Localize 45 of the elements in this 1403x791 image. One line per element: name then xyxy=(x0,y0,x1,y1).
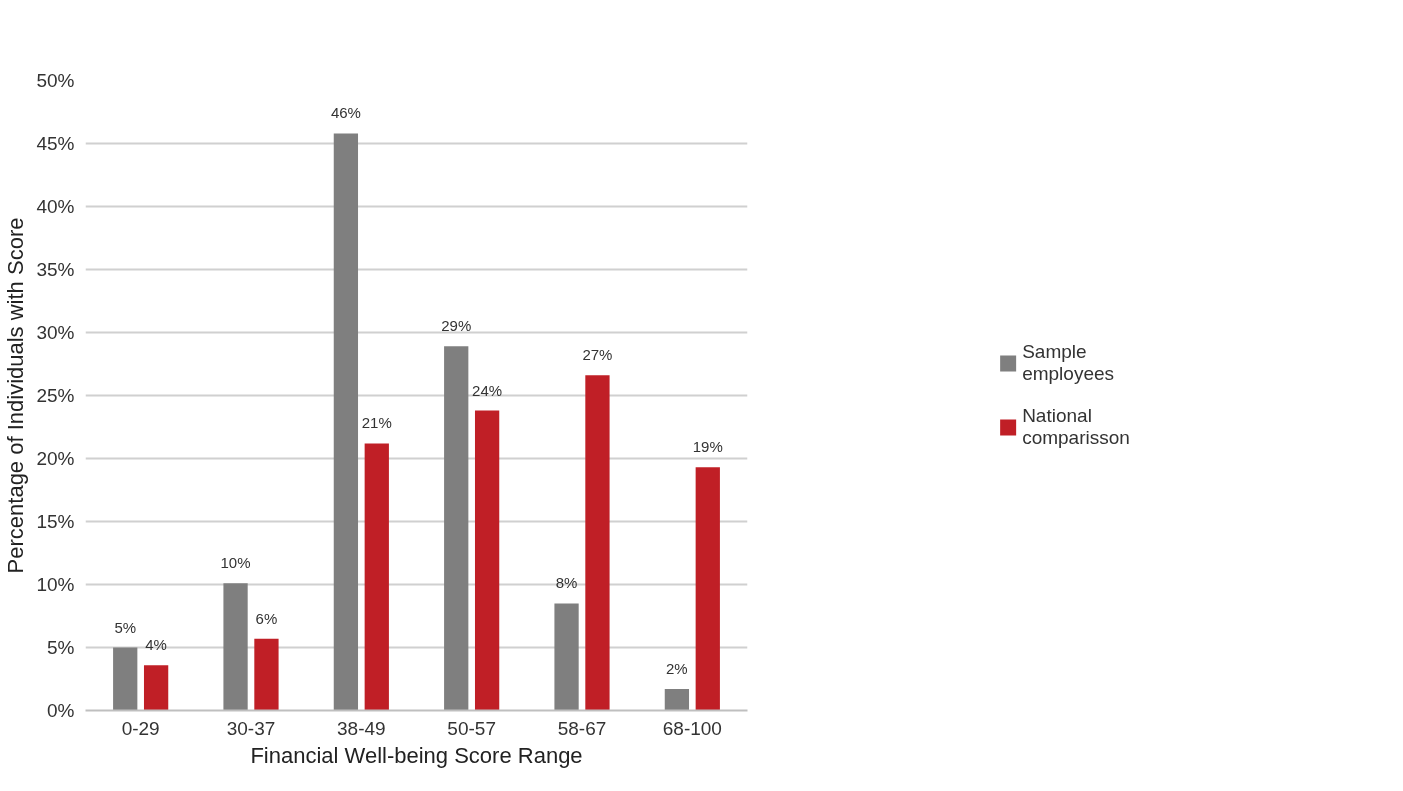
data-label: 29% xyxy=(441,317,472,335)
bar xyxy=(474,410,500,711)
data-label: 46% xyxy=(330,104,361,122)
bar xyxy=(333,133,359,711)
data-label: 19% xyxy=(692,438,723,456)
data-label: 24% xyxy=(472,381,503,399)
y-tick-label: 45% xyxy=(36,133,75,154)
legend-label: National comparisson xyxy=(1022,405,1130,449)
data-label: 10% xyxy=(220,554,251,572)
data-label: 2% xyxy=(666,660,688,678)
y-tick-label: 5% xyxy=(47,637,75,658)
y-tick-label: 30% xyxy=(36,322,75,343)
bar xyxy=(113,647,138,711)
y-tick-label: 25% xyxy=(36,385,75,406)
y-tick-label: 40% xyxy=(36,196,75,217)
y-axis-title: Percentage of Individuals with Score xyxy=(3,217,29,574)
bar xyxy=(254,638,279,711)
x-tick-label: 30-37 xyxy=(226,717,276,739)
bar xyxy=(444,346,469,711)
y-tick-label: 10% xyxy=(36,574,75,595)
x-tick-label: 38-49 xyxy=(337,717,386,739)
x-axis-title: Financial Well-being Score Range xyxy=(250,742,583,768)
data-label: 4% xyxy=(145,636,167,654)
data-label: 21% xyxy=(361,414,392,432)
data-label: 6% xyxy=(255,609,278,627)
y-tick-label: 0% xyxy=(47,700,75,721)
x-tick-label: 0-29 xyxy=(121,717,160,739)
y-tick-label: 15% xyxy=(36,511,75,532)
y-tick-label: 50% xyxy=(36,70,75,91)
bar xyxy=(364,443,389,711)
y-tick-label: 35% xyxy=(36,259,75,280)
data-label: 27% xyxy=(582,346,613,364)
bar xyxy=(695,467,720,711)
bar xyxy=(664,689,690,711)
bar xyxy=(585,375,610,711)
x-tick-label: 68-100 xyxy=(662,717,722,739)
bar xyxy=(143,665,169,711)
x-tick-label: 58-67 xyxy=(557,717,607,739)
data-label: 8% xyxy=(555,574,578,592)
legend-label: Sample employees xyxy=(1022,341,1115,385)
x-tick-label: 50-57 xyxy=(447,717,496,739)
bar xyxy=(554,603,579,711)
data-label: 5% xyxy=(114,618,137,636)
y-tick-label: 20% xyxy=(36,448,75,469)
bar xyxy=(223,583,248,711)
